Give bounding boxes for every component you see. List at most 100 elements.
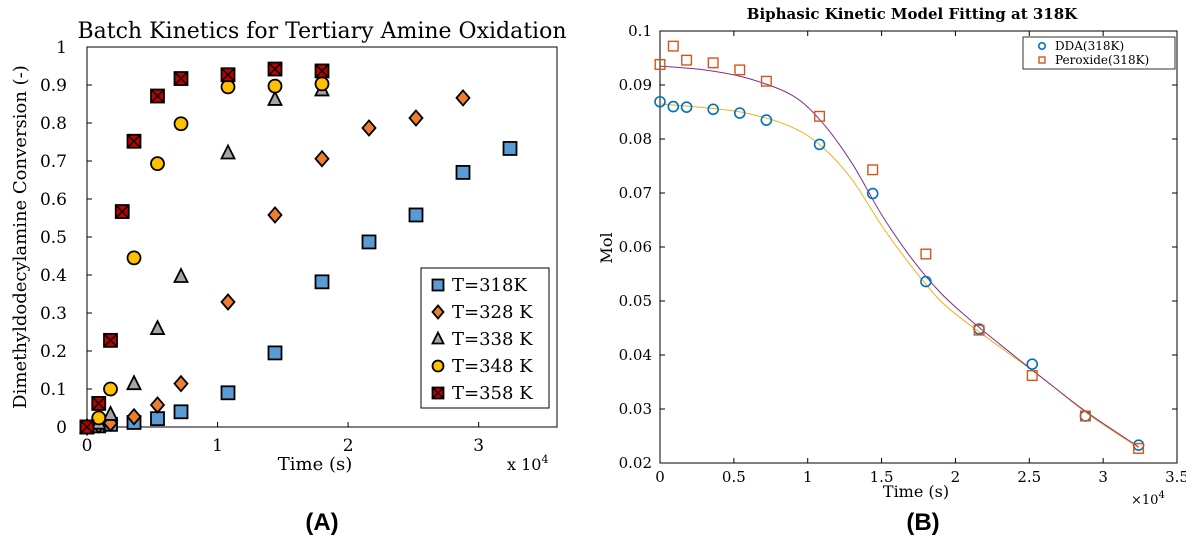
chart-b-point bbox=[813, 138, 826, 151]
chart-a-point bbox=[149, 396, 166, 414]
chart-a-point bbox=[455, 164, 471, 180]
chart-b-point bbox=[814, 110, 826, 122]
chart-b-x-tick-label: 3 bbox=[1098, 468, 1108, 486]
chart-a-point-cross bbox=[314, 63, 330, 78]
chart-a-point-cross bbox=[91, 396, 106, 411]
chart-a-y-tick-label: 1 bbox=[56, 38, 67, 58]
chart-a-x-label: Time (s) bbox=[278, 454, 353, 475]
chart-b-point bbox=[1079, 410, 1091, 422]
chart-a-y-tick-label: 0.8 bbox=[40, 114, 67, 134]
chart-a-series-3 bbox=[79, 76, 330, 435]
chart-b-fit-line-0 bbox=[659, 103, 1139, 449]
chart-b-legend: DDA(318K)Peroxide(318K) bbox=[1022, 36, 1176, 70]
chart-b-series-0 bbox=[654, 95, 1145, 451]
chart-a-point-cross bbox=[173, 71, 189, 86]
chart-a-point bbox=[267, 206, 283, 224]
chart-b-y-tick-label: 0.08 bbox=[619, 130, 652, 148]
chart-a-series-2 bbox=[79, 80, 330, 434]
chart-a-y-tick-label: 0.2 bbox=[40, 342, 67, 362]
chart-b-y-tick-label: 0.05 bbox=[619, 292, 652, 310]
chart-b-point bbox=[920, 275, 932, 288]
chart-b-y-tick-label: 0.07 bbox=[619, 184, 652, 202]
chart-a-point bbox=[126, 407, 142, 426]
chart-b-x-multiplier-base: ×10 bbox=[1131, 493, 1158, 508]
chart-b-point bbox=[866, 187, 879, 200]
chart-a-point bbox=[361, 234, 377, 250]
chart-b-plot-area bbox=[659, 30, 1178, 464]
chart-b-point bbox=[1026, 370, 1038, 382]
chart-a-y-tick-label: 0.4 bbox=[40, 266, 67, 286]
chart-b-y-tick-label: 0.06 bbox=[619, 238, 652, 256]
chart-b-point bbox=[654, 95, 666, 108]
chart-a-legend-marker bbox=[431, 278, 445, 292]
chart-b-legend-marker bbox=[1038, 56, 1046, 64]
chart-b-x-tick-label: 2 bbox=[951, 468, 961, 486]
chart-a-y-label: Dimethyldodecylamine Conversion (-) bbox=[10, 65, 31, 409]
chart-b-x-tick-label: 0 bbox=[655, 468, 665, 486]
chart-a-legend-label: T=338 K bbox=[452, 329, 533, 350]
chart-a-legend-label: T=348 K bbox=[452, 356, 533, 377]
chart-b-point bbox=[681, 54, 693, 66]
chart-b-title: Biphasic Kinetic Model Fitting at 318K bbox=[747, 5, 1078, 23]
chart-a-point-cross bbox=[150, 88, 165, 104]
chart-a-point bbox=[314, 149, 330, 168]
chart-b-point bbox=[973, 324, 985, 336]
chart-b-series-1 bbox=[654, 40, 1145, 454]
chart-a-x-multiplier-exp: 4 bbox=[541, 453, 548, 466]
chart-a-point-cross bbox=[220, 67, 236, 82]
chart-b-point bbox=[867, 164, 879, 176]
chart-a-point bbox=[220, 293, 236, 311]
chart-a-point bbox=[408, 207, 424, 223]
chart-b-point bbox=[707, 57, 719, 69]
chart-b-legend-marker bbox=[1037, 41, 1046, 50]
chart-a-point bbox=[173, 116, 189, 132]
chart-a-legend: T=318K T=328 K T=338 K T=348 K T=358 K bbox=[420, 267, 550, 409]
chart-a-legend-label: T=328 K bbox=[452, 302, 533, 323]
chart-b-point bbox=[733, 107, 746, 119]
chart-a-title: Batch Kinetics for Tertiary Amine Oxidat… bbox=[77, 19, 566, 44]
chart-b-y-tick-label: 0.04 bbox=[619, 346, 652, 364]
chart-a-point bbox=[91, 410, 107, 426]
chart-a-series-4 bbox=[79, 61, 330, 435]
chart-a-legend-marker bbox=[431, 304, 445, 320]
chart-b-y-tick-label: 0.02 bbox=[619, 454, 652, 472]
chart-b-legend-label: DDA(318K) bbox=[1055, 39, 1124, 53]
chart-b-point bbox=[707, 103, 719, 116]
chart-a-point bbox=[103, 381, 118, 397]
chart-a-point bbox=[150, 411, 165, 427]
chart-a-point bbox=[220, 143, 236, 160]
chart-a-point bbox=[361, 119, 377, 137]
chart-a-x-multiplier: x 104 bbox=[507, 453, 548, 474]
chart-a-point bbox=[314, 76, 330, 92]
chart-a-point bbox=[150, 156, 165, 172]
chart-b-x-multiplier: ×104 bbox=[1131, 490, 1165, 508]
chart-a-y-tick-label: 0.5 bbox=[40, 228, 67, 248]
chart-a-point bbox=[267, 78, 283, 94]
chart-b-x-tick-label: 1.5 bbox=[870, 468, 894, 486]
chart-b-x-tick-label: 0.5 bbox=[722, 468, 746, 486]
chart-b-point bbox=[680, 101, 693, 113]
chart-a-point bbox=[220, 79, 236, 95]
panel-b-label: (B) bbox=[906, 509, 939, 536]
chart-b-point bbox=[1133, 442, 1145, 454]
chart-a-y-tick-label: 0.9 bbox=[40, 76, 67, 96]
chart-a-point bbox=[102, 404, 119, 421]
chart-b-y-tick-label: 0.09 bbox=[619, 76, 652, 94]
chart-b-y-tick-label: 0.03 bbox=[619, 400, 652, 418]
chart-b-x-multiplier-exp: 4 bbox=[1158, 490, 1164, 501]
chart-b-point bbox=[654, 58, 666, 70]
chart-b-legend-box bbox=[1022, 36, 1176, 70]
chart-a-legend-marker-cross bbox=[431, 386, 445, 400]
chart-a-x-multiplier-base: x 10 bbox=[507, 455, 541, 474]
chart-b-point bbox=[734, 64, 746, 76]
chart-b-legend-label: Peroxide(318K) bbox=[1055, 53, 1149, 67]
chart-a-point-cross bbox=[126, 134, 142, 149]
chart-a-point-cross bbox=[103, 333, 118, 348]
chart-a-point bbox=[502, 141, 518, 156]
chart-a-point bbox=[267, 89, 283, 106]
panel-a-label: (A) bbox=[305, 509, 338, 536]
chart-b-y-label: Mol bbox=[597, 232, 616, 263]
chart-a-point bbox=[126, 374, 142, 391]
chart-a-point bbox=[173, 267, 189, 283]
chart-a-x-tick-label: 1 bbox=[212, 436, 223, 456]
